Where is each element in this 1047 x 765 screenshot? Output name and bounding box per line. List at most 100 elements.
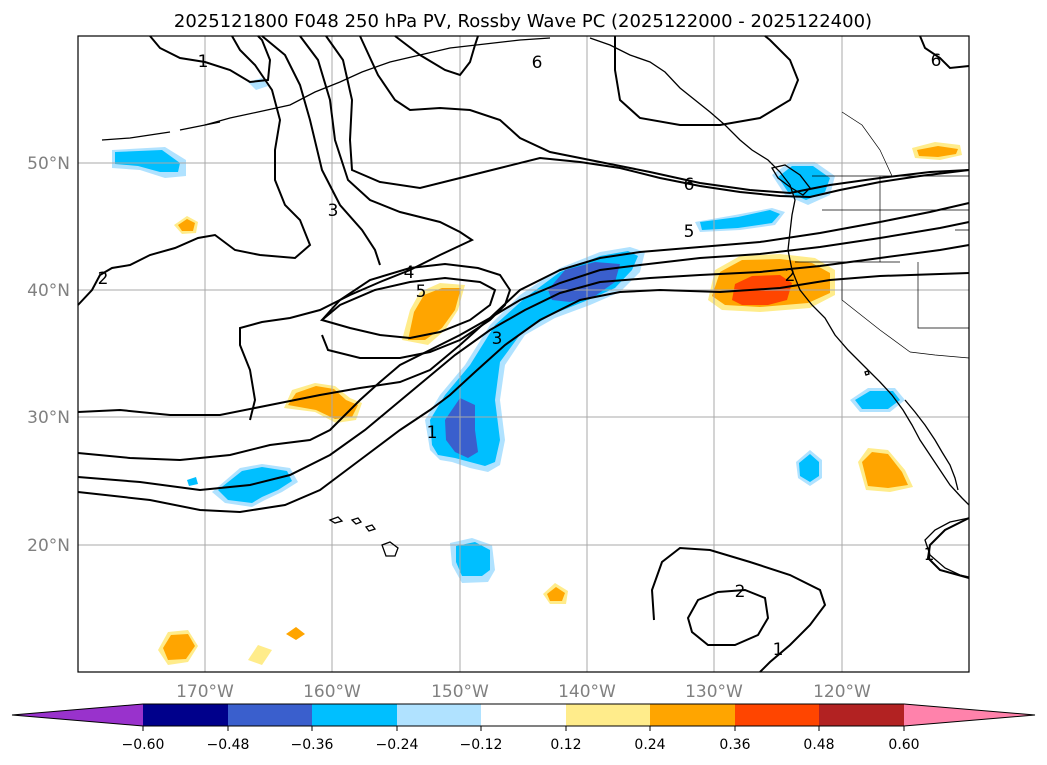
coastline-baja-gulf: [904, 399, 959, 491]
pos-anomaly-canada-core: [917, 146, 958, 157]
lon-label: 150°W: [431, 682, 489, 702]
lat-label: 20°N: [27, 536, 70, 556]
neg-anomaly-offshore-east-core: [700, 210, 780, 230]
contour-label: 2: [98, 269, 109, 289]
neg-anomaly-main-core-south: [445, 398, 478, 458]
contour-label: 3: [328, 201, 339, 221]
coastline-hawaii-2: [350, 517, 363, 525]
coastline-vancouver-island: [770, 164, 811, 196]
latitude-labels: 50°N 40°N 30°N 20°N: [27, 154, 70, 556]
contour-2-south-ring: [686, 588, 770, 646]
colorbar-tick-label: 0.36: [719, 737, 750, 753]
pos-anomaly-small-south-core: [547, 587, 565, 601]
colorbar-bin: [735, 704, 819, 726]
lon-label: 130°W: [685, 682, 743, 702]
contour-2-jet: [77, 244, 970, 492]
map-background: [78, 36, 969, 672]
neg-anomaly-bering-core: [115, 150, 180, 172]
pos-anomaly-west-subtropics-core: [288, 386, 358, 419]
contour-1-jet: [77, 272, 970, 514]
lon-label: 140°W: [558, 682, 616, 702]
lon-label: 160°W: [303, 682, 361, 702]
neg-anomaly-main-band: [430, 251, 638, 466]
coastlines: [101, 37, 970, 578]
neg-anomaly-baja-core: [855, 391, 900, 409]
coastline-alaska-south: [204, 37, 551, 126]
negative-anomaly-shading: [112, 78, 905, 583]
contour-label: 1: [924, 545, 935, 565]
colorbar-bin: [819, 704, 904, 726]
colorbar-bin: [228, 704, 312, 726]
map-panel: 1 2 3 4 5 5 6 6 6 2 3 1 2 1 1: [77, 35, 970, 673]
colorbar-tick-labels: −0.60 −0.48 −0.36 −0.24 −0.12 0.12 0.24 …: [122, 737, 920, 753]
neg-anomaly-pacific-nw-core: [778, 166, 830, 200]
colorbar-extend-max: [904, 704, 1035, 726]
neg-anomaly-subtropical-core: [218, 467, 292, 503]
border-us-mexico: [909, 351, 970, 359]
pv-contours: [77, 35, 970, 673]
contour-label: 5: [416, 282, 427, 302]
contour-label: 1: [427, 423, 438, 443]
colorbar-bin: [397, 704, 481, 726]
contour-label: 6: [532, 53, 543, 73]
contour-1-southeast: [926, 517, 970, 579]
contour-labels: 1 2 3 4 5 5 6 6 6 2 3 1 2 1 1: [98, 51, 942, 660]
colorbar-tick-label: −0.24: [376, 737, 419, 753]
lat-label: 50°N: [27, 154, 70, 174]
coastline-hawaii-big: [381, 541, 399, 557]
colorbar-bin: [143, 704, 228, 726]
longitude-labels: 170°W 160°W 150°W 140°W 130°W 120°W: [176, 682, 871, 702]
colorbar-tick-label: −0.12: [460, 737, 503, 753]
contour-label: 6: [684, 175, 695, 195]
contour-label: 1: [773, 640, 784, 660]
contour-label: 1: [198, 52, 209, 72]
contour-3-jet: [77, 221, 970, 462]
colorbar: −0.60 −0.48 −0.36 −0.24 −0.12 0.12 0.24 …: [11, 703, 1036, 753]
contour-5-north: [325, 35, 970, 199]
contour-label: 2: [735, 582, 746, 602]
colorbar-tick-label: −0.48: [207, 737, 250, 753]
pos-anomaly-tiny-1: [248, 645, 272, 665]
border-nevada-utah: [917, 262, 969, 329]
contour-5-ring: [319, 276, 497, 340]
coastline-hawaii-1: [328, 516, 344, 524]
contour-2-alaska-gulf: [614, 35, 800, 126]
lon-label: 120°W: [813, 682, 871, 702]
coastline-guadalupe-islands: [864, 370, 870, 376]
contour-4-north: [239, 35, 475, 421]
contour-1-west: [149, 35, 272, 84]
figure-title: 2025121800 F048 250 hPa PV, Rossby Wave …: [174, 11, 872, 32]
colorbar-bin: [566, 704, 650, 726]
contour-3-north: [261, 35, 381, 266]
coastline-hawaii-3: [364, 524, 377, 532]
coastline-aleutian-2: [179, 121, 221, 131]
contour-label: 5: [684, 222, 695, 242]
neg-anomaly-small-east-core: [799, 454, 819, 482]
colorbar-tick-label: 0.24: [634, 737, 665, 753]
pos-anomaly-sw-corner-core: [163, 634, 195, 660]
contour-2-west-upper: [77, 35, 312, 306]
colorbar-extend-min: [12, 704, 143, 726]
pos-anomaly-baja-south-core: [862, 452, 908, 488]
neg-anomaly-tiny: [187, 477, 198, 486]
lat-label: 40°N: [27, 281, 70, 301]
pos-anomaly-central-pacific-core: [408, 288, 461, 340]
contour-6-upper: [394, 35, 479, 77]
border-nevada-california: [841, 262, 911, 353]
gridlines: [78, 36, 969, 672]
colorbar-tick-label: 0.48: [803, 737, 834, 753]
colorbar-bin: [312, 704, 397, 726]
lon-label: 170°W: [176, 682, 234, 702]
colorbar-tick-label: −0.36: [291, 737, 334, 753]
contour-label: 2: [785, 266, 796, 286]
colorbar-tick-label: −0.60: [122, 737, 165, 753]
colorbar-bin: [481, 704, 566, 726]
coastline-aleutian-1: [101, 131, 171, 141]
contour-6-ne-corner: [919, 35, 970, 70]
contour-1-south-loop: [650, 546, 827, 673]
contour-label: 3: [492, 329, 503, 349]
contour-label: 6: [931, 51, 942, 71]
coastline-alaska-panhandle: [589, 37, 970, 506]
contour-6-north: [359, 35, 970, 195]
map-frame: [77, 35, 970, 673]
